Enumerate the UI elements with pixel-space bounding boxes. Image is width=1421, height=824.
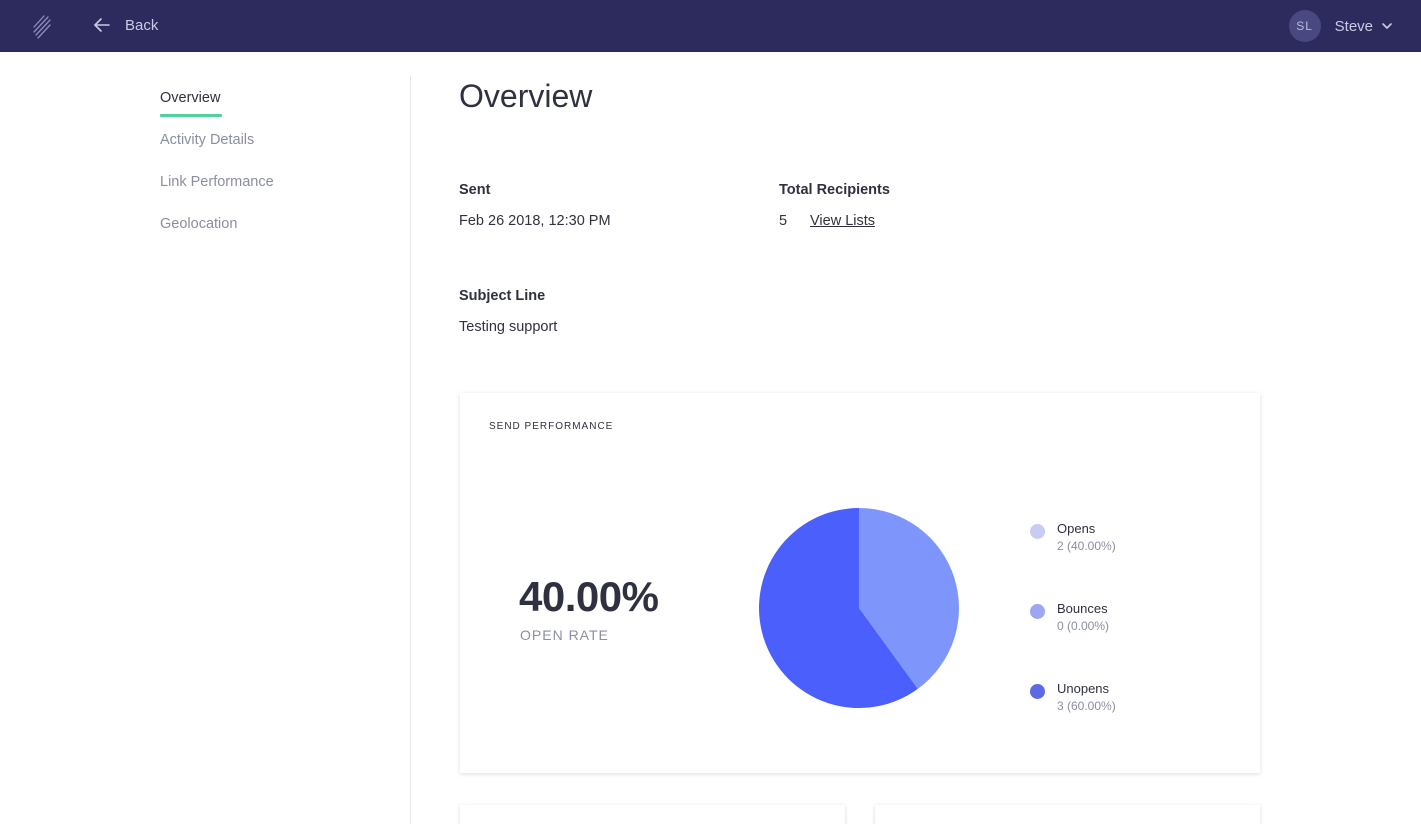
subject-line-label: Subject Line (459, 288, 546, 304)
legend-name: Unopens (1057, 681, 1110, 696)
subject-line-value: Testing support (459, 319, 558, 335)
sidebar-item-label: Geolocation (160, 216, 238, 232)
legend-dot (1030, 524, 1045, 539)
send-performance-pie-chart (759, 508, 959, 708)
back-label: Back (125, 16, 159, 34)
pie-slice-unopens (759, 508, 918, 708)
page-title: Overview (459, 78, 593, 114)
sent-label: Sent (459, 182, 491, 198)
logo-icon[interactable] (28, 12, 58, 40)
legend-count: 0 (0.00%) (1057, 619, 1110, 633)
total-recipients-value: 5 (779, 213, 788, 229)
sidebar-item-label: Activity Details (160, 132, 255, 148)
legend-name: Bounces (1057, 601, 1108, 616)
total-recipients-label: Total Recipients (779, 182, 890, 198)
sidebar-divider (410, 76, 411, 824)
view-lists-link[interactable]: View Lists (810, 213, 876, 229)
sent-value: Feb 26 2018, 12:30 PM (459, 213, 611, 229)
arrow-left-icon (94, 18, 110, 32)
open-rate-value: 40.00% (519, 573, 659, 620)
lower-card-right (875, 805, 1260, 824)
legend-count: 3 (60.00%) (1057, 699, 1116, 713)
sidebar-item-geolocation[interactable]: Geolocation (160, 216, 380, 258)
open-rate-label: OPEN RATE (520, 627, 609, 643)
send-performance-card: SEND PERFORMANCE 40.00% OPEN RATE Opens … (460, 393, 1260, 773)
chevron-down-icon (1382, 23, 1392, 29)
back-button[interactable]: Back (92, 14, 158, 36)
legend-dot (1030, 684, 1045, 699)
legend-count: 2 (40.00%) (1057, 539, 1116, 553)
top-bar: Back SL Steve (0, 0, 1421, 52)
sidebar-item-label: Overview (160, 90, 221, 106)
lower-card-left (460, 805, 845, 824)
user-name: Steve (1334, 17, 1373, 35)
card-title: SEND PERFORMANCE (489, 421, 614, 432)
sidebar-item-link-performance[interactable]: Link Performance (160, 174, 380, 216)
pie-slice-opens (859, 508, 959, 689)
sidebar-item-overview[interactable]: Overview (160, 90, 380, 132)
sidebar-nav: Overview Activity Details Link Performan… (160, 90, 380, 258)
legend-name: Opens (1057, 521, 1096, 536)
sidebar-item-activity-details[interactable]: Activity Details (160, 132, 380, 174)
active-indicator (160, 114, 222, 117)
sidebar-item-label: Link Performance (160, 174, 274, 190)
legend-dot (1030, 604, 1045, 619)
user-menu[interactable]: SL Steve (1288, 10, 1393, 42)
avatar: SL (1288, 10, 1321, 42)
